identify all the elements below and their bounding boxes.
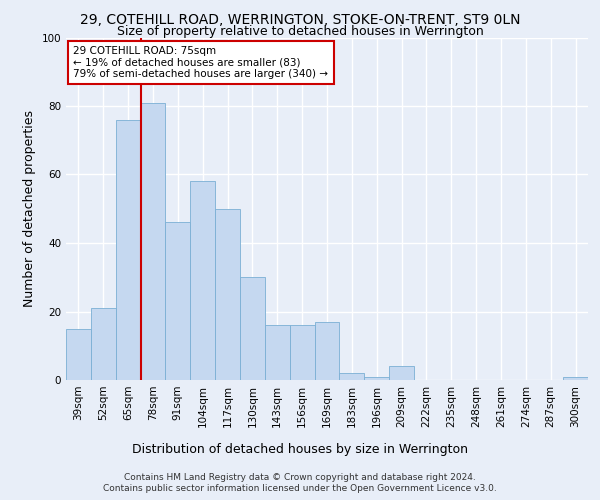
Text: Contains public sector information licensed under the Open Government Licence v3: Contains public sector information licen… bbox=[103, 484, 497, 493]
Bar bbox=[140, 102, 166, 380]
Bar bbox=[364, 376, 389, 380]
Bar bbox=[91, 308, 116, 380]
Bar bbox=[340, 373, 364, 380]
Bar bbox=[166, 222, 190, 380]
Bar bbox=[190, 182, 215, 380]
Y-axis label: Number of detached properties: Number of detached properties bbox=[23, 110, 36, 307]
Bar bbox=[563, 376, 588, 380]
Bar bbox=[240, 277, 265, 380]
Text: Size of property relative to detached houses in Werrington: Size of property relative to detached ho… bbox=[116, 25, 484, 38]
Bar bbox=[265, 325, 290, 380]
Bar bbox=[290, 325, 314, 380]
Text: 29, COTEHILL ROAD, WERRINGTON, STOKE-ON-TRENT, ST9 0LN: 29, COTEHILL ROAD, WERRINGTON, STOKE-ON-… bbox=[80, 12, 520, 26]
Text: Distribution of detached houses by size in Werrington: Distribution of detached houses by size … bbox=[132, 442, 468, 456]
Bar bbox=[66, 328, 91, 380]
Bar bbox=[389, 366, 414, 380]
Bar bbox=[314, 322, 340, 380]
Bar bbox=[116, 120, 140, 380]
Bar bbox=[215, 209, 240, 380]
Text: 29 COTEHILL ROAD: 75sqm
← 19% of detached houses are smaller (83)
79% of semi-de: 29 COTEHILL ROAD: 75sqm ← 19% of detache… bbox=[73, 46, 328, 80]
Text: Contains HM Land Registry data © Crown copyright and database right 2024.: Contains HM Land Registry data © Crown c… bbox=[124, 472, 476, 482]
